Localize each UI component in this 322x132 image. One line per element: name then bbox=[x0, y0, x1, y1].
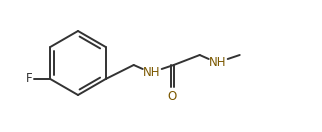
Text: F: F bbox=[26, 72, 32, 86]
Text: NH: NH bbox=[209, 56, 226, 70]
Text: O: O bbox=[167, 89, 177, 103]
Text: NH: NH bbox=[143, 67, 160, 79]
